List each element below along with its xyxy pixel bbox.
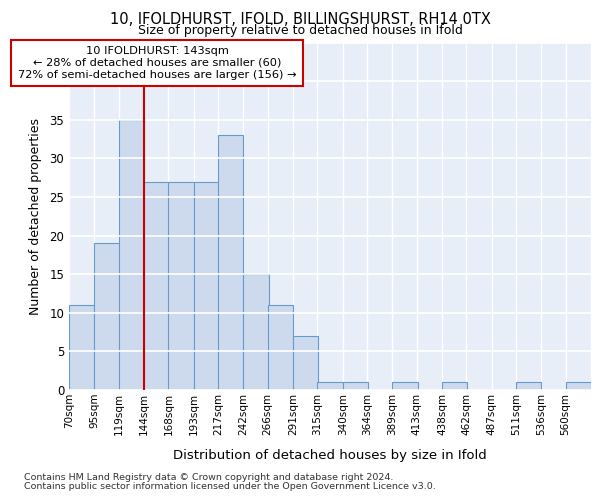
Bar (442, 382, 467, 390)
Bar (218, 135, 244, 390)
Bar (69, 305, 94, 390)
Bar (94, 244, 119, 390)
Bar (343, 382, 368, 390)
Bar (392, 382, 418, 390)
Bar (516, 382, 541, 390)
Bar (119, 120, 144, 390)
Y-axis label: Number of detached properties: Number of detached properties (29, 118, 43, 315)
Text: Size of property relative to detached houses in Ifold: Size of property relative to detached ho… (137, 24, 463, 37)
Bar (194, 182, 219, 390)
Text: 10, IFOLDHURST, IFOLD, BILLINGSHURST, RH14 0TX: 10, IFOLDHURST, IFOLD, BILLINGSHURST, RH… (110, 12, 490, 28)
Bar (566, 382, 591, 390)
Bar (244, 274, 269, 390)
Bar (317, 382, 343, 390)
Bar (144, 182, 169, 390)
Bar (293, 336, 319, 390)
Text: Contains HM Land Registry data © Crown copyright and database right 2024.: Contains HM Land Registry data © Crown c… (24, 472, 394, 482)
X-axis label: Distribution of detached houses by size in Ifold: Distribution of detached houses by size … (173, 449, 487, 462)
Text: Contains public sector information licensed under the Open Government Licence v3: Contains public sector information licen… (24, 482, 436, 491)
Text: 10 IFOLDHURST: 143sqm
← 28% of detached houses are smaller (60)
72% of semi-deta: 10 IFOLDHURST: 143sqm ← 28% of detached … (18, 46, 296, 80)
Bar (169, 182, 194, 390)
Bar (268, 305, 293, 390)
